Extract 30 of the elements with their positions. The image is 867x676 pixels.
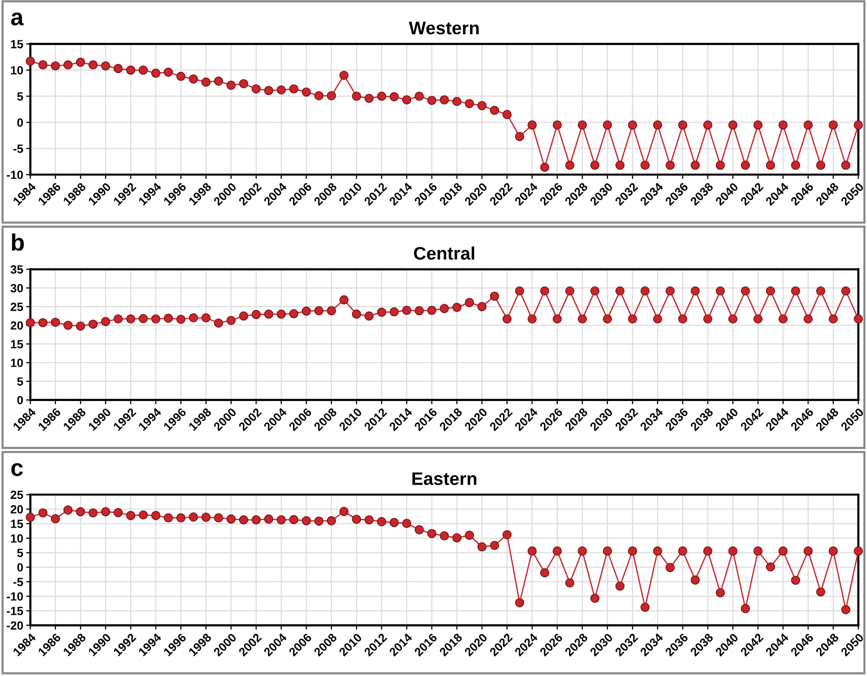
text: a bbox=[11, 12, 24, 26]
y-tick-label: -10 bbox=[6, 170, 23, 180]
chart-title: Eastern bbox=[412, 472, 476, 486]
y-tick-label: -15 bbox=[6, 606, 24, 616]
y-tick-label: 10 bbox=[11, 66, 23, 74]
y-tick-label: 15 bbox=[11, 520, 24, 528]
y-tick-label: 15 bbox=[11, 40, 24, 48]
y-tick-label: -20 bbox=[6, 621, 23, 630]
y-tick-label: 5 bbox=[17, 92, 24, 101]
y-tick-label: 25 bbox=[10, 302, 24, 312]
y-tick-label: 15 bbox=[11, 340, 24, 348]
y-tick-label: 35 bbox=[10, 265, 24, 274]
y-tick-label: 0 bbox=[17, 563, 23, 572]
y-tick-label: 30 bbox=[10, 284, 23, 292]
y-tick-label: 20 bbox=[10, 505, 23, 514]
y-tick-label: -5 bbox=[13, 578, 24, 586]
y-tick-label: 10 bbox=[11, 358, 23, 368]
y-tick-label: 10 bbox=[11, 534, 23, 543]
y-tick-label: -5 bbox=[13, 144, 24, 153]
y-tick-label: 0 bbox=[17, 396, 23, 404]
text: c bbox=[11, 463, 23, 476]
y-tick-label: 25 bbox=[10, 490, 24, 499]
y-tick-label: 5 bbox=[17, 377, 24, 386]
y-tick-label: 5 bbox=[17, 548, 24, 558]
chart-title: Central bbox=[414, 246, 474, 260]
text: b bbox=[12, 233, 24, 251]
y-tick-label: -10 bbox=[6, 592, 23, 601]
chart-title: Western bbox=[408, 22, 479, 34]
y-tick-label: 0 bbox=[17, 118, 23, 127]
y-tick-label: 20 bbox=[10, 321, 23, 330]
